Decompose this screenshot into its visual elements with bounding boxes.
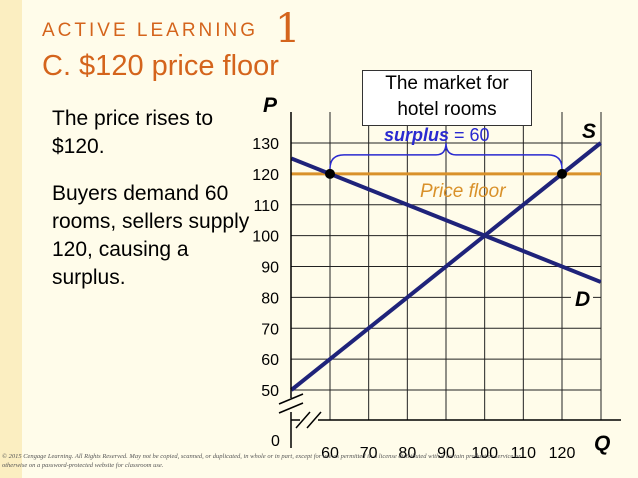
x-tick-label: 120 [549, 445, 576, 462]
y-tick-label: 130 [252, 136, 279, 153]
x-axis-break-gap [300, 412, 318, 428]
demand-label: D [575, 288, 590, 311]
equilibrium-point-marker [557, 168, 567, 179]
surplus-word: surplus [384, 125, 449, 145]
equilibrium-point-marker [325, 168, 335, 179]
copyright-notice: © 2015 Cengage Learning. All Rights Rese… [2, 453, 521, 469]
y-axis-break-mark [278, 393, 304, 405]
x-tick-label: 80 [398, 445, 416, 462]
x-axis-break-mark [295, 411, 311, 429]
left-accent-bar [0, 0, 22, 478]
y-tick-label: 120 [252, 167, 279, 184]
section-kicker: ACTIVE LEARNING [42, 20, 259, 41]
x-tick-label: 60 [321, 445, 339, 462]
y-axis-label: P [263, 94, 278, 117]
surplus-label: surplus = 60 [384, 125, 490, 145]
body-paragraph-2: Buyers demand 60 rooms, sellers supply 1… [52, 182, 250, 289]
x-tick-label: 110 [511, 445, 537, 462]
surplus-value: = 60 [454, 125, 490, 145]
demand-label-bg [571, 286, 593, 310]
slide-title: C. $120 price floor [42, 50, 279, 82]
body-paragraph-1: The price rises to $120. [52, 107, 214, 158]
y-tick-label: 70 [261, 321, 279, 338]
section-number: 1 [275, 6, 301, 52]
chart-gridlines [291, 112, 602, 420]
y-tick-label: 110 [253, 198, 279, 215]
supply-label-bg [578, 118, 598, 142]
y-tick-label: 60 [261, 352, 279, 369]
y-tick-label: 100 [252, 229, 279, 246]
x-tick-label: 90 [437, 445, 455, 462]
market-callout: The market for hotel rooms [362, 70, 532, 126]
y-tick-label: 50 [261, 383, 279, 400]
chart-axes [278, 112, 621, 448]
x-axis-break-mark [306, 411, 322, 429]
origin-label: 0 [271, 433, 280, 450]
y-axis-break-mark [278, 402, 304, 414]
y-axis-break-gap [283, 398, 299, 412]
supply-label: S [582, 120, 596, 143]
x-tick-label: 70 [360, 445, 378, 462]
y-tick-label: 80 [261, 290, 279, 307]
series-line-D [290, 156, 602, 284]
series-line-S [290, 141, 602, 392]
x-axis-label: Q [594, 432, 610, 455]
y-tick-label: 90 [261, 260, 279, 277]
price-floor-label: Price floor [420, 181, 506, 202]
surplus-brace [329, 142, 563, 169]
x-tick-label: 100 [471, 445, 498, 462]
